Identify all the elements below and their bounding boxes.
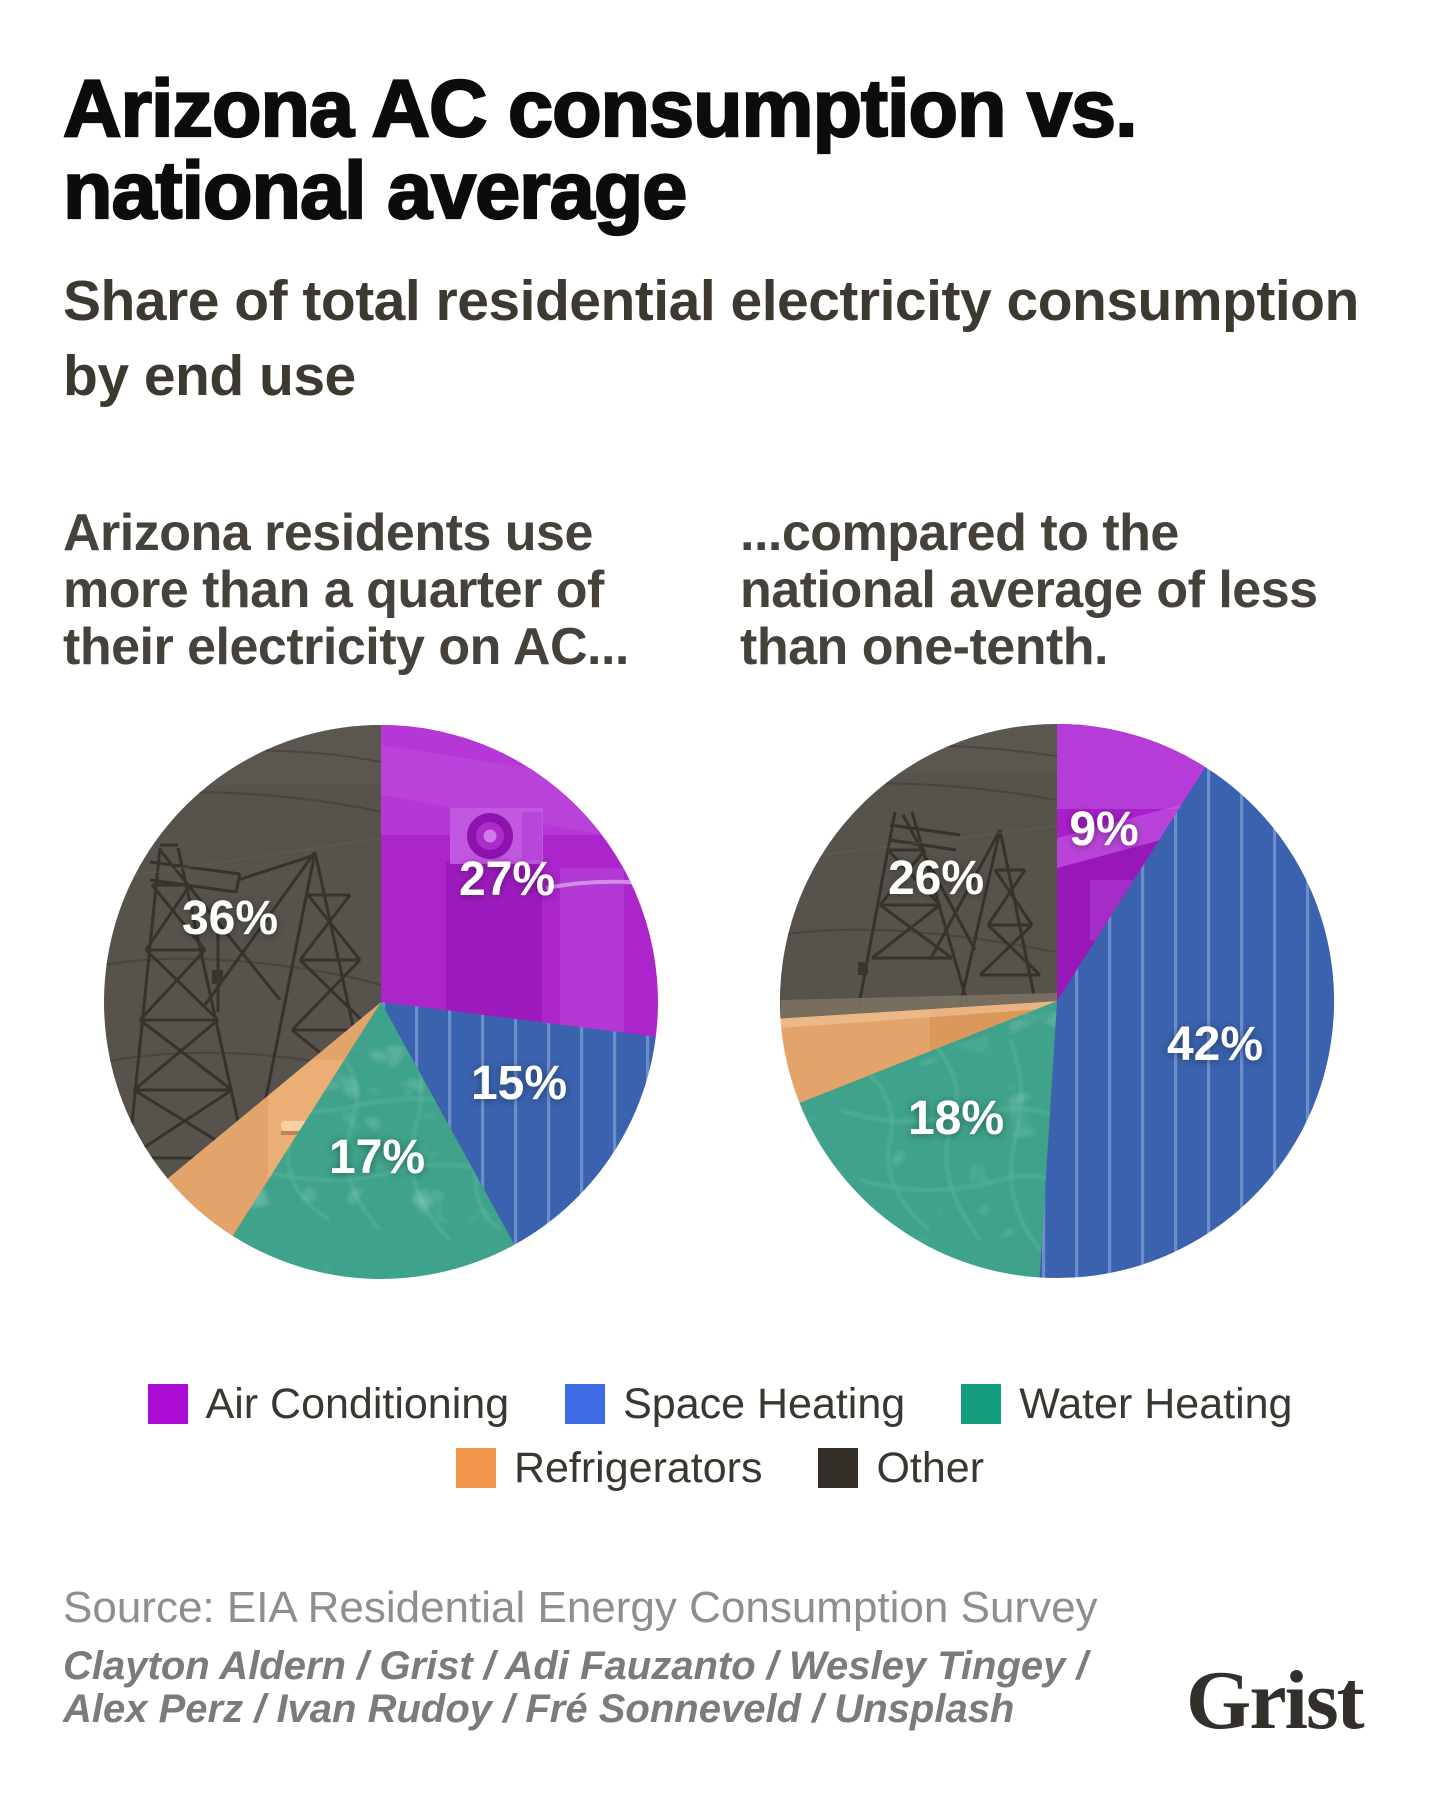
- svg-text:36%: 36%: [182, 892, 278, 945]
- svg-text:9%: 9%: [1069, 803, 1138, 856]
- svg-text:17%: 17%: [329, 1131, 425, 1184]
- svg-text:42%: 42%: [1167, 1018, 1263, 1071]
- svg-text:27%: 27%: [459, 853, 555, 906]
- svg-text:15%: 15%: [471, 1057, 567, 1110]
- svg-text:26%: 26%: [888, 852, 984, 905]
- svg-text:18%: 18%: [908, 1092, 1004, 1145]
